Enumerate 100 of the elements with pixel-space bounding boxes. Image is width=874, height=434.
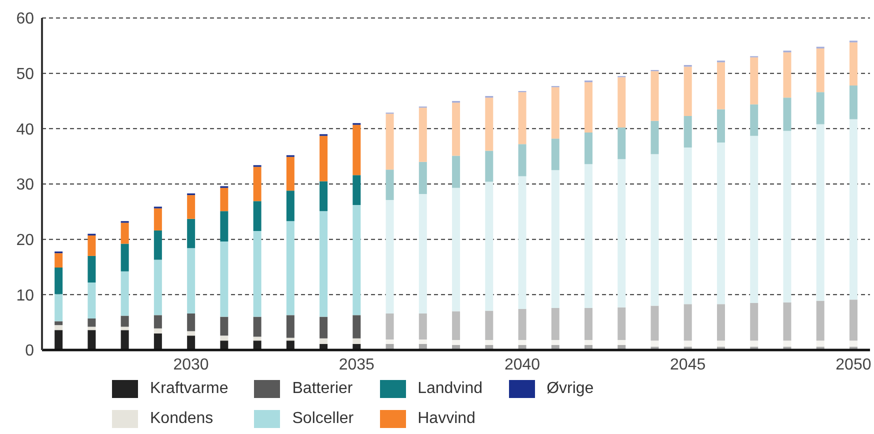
bar	[485, 340, 494, 346]
bar	[120, 330, 129, 350]
bar	[518, 309, 526, 340]
bar	[783, 340, 792, 347]
bar	[418, 339, 427, 344]
bar	[352, 205, 361, 316]
bar	[783, 302, 792, 341]
bar	[352, 315, 361, 338]
bar	[684, 66, 692, 116]
bar	[187, 336, 196, 350]
bar	[418, 108, 427, 162]
bar	[320, 181, 328, 212]
x-tick-label: 2045	[670, 356, 706, 374]
bar	[716, 142, 725, 304]
bar	[253, 316, 262, 337]
bar	[352, 175, 361, 206]
bar	[618, 340, 626, 346]
bar	[650, 71, 659, 121]
bar	[286, 338, 294, 341]
bar	[849, 300, 858, 341]
bar	[220, 242, 228, 317]
bar	[452, 340, 460, 346]
bar	[684, 304, 692, 341]
bar	[154, 230, 162, 260]
bar	[618, 307, 626, 340]
bar	[120, 222, 129, 244]
bar	[783, 98, 792, 131]
bar	[54, 325, 63, 330]
bar	[584, 340, 593, 346]
bar	[584, 308, 593, 340]
bar	[418, 194, 427, 314]
bar	[253, 201, 262, 232]
bar	[418, 313, 427, 340]
bar	[650, 120, 659, 154]
bar	[386, 313, 394, 340]
y-tick-label: 60	[16, 10, 34, 28]
bar	[584, 132, 593, 164]
bar	[54, 321, 63, 326]
bar	[750, 340, 758, 347]
bar	[154, 315, 162, 328]
bar	[452, 156, 460, 188]
bar	[849, 42, 858, 86]
bar	[88, 235, 96, 256]
bar	[618, 77, 626, 128]
bar	[816, 340, 824, 347]
y-tick-label: 0	[25, 342, 34, 360]
legend-label: Kondens	[150, 410, 214, 428]
legend-label: Havvind	[418, 410, 476, 428]
bar	[220, 211, 228, 242]
y-tick-label: 30	[16, 176, 34, 194]
bar	[120, 271, 129, 316]
bar	[816, 92, 824, 124]
bar	[386, 170, 394, 200]
y-tick-label: 10	[16, 287, 34, 304]
bar	[650, 340, 659, 347]
bar	[320, 136, 328, 182]
bar	[750, 104, 758, 136]
bar	[716, 109, 725, 142]
bar	[485, 182, 494, 311]
bar	[485, 98, 494, 151]
bar	[518, 340, 526, 346]
y-tick-label: 20	[16, 232, 34, 250]
legend-label: Batterier	[292, 380, 353, 398]
bar	[187, 218, 196, 248]
bar	[750, 136, 758, 303]
bar	[816, 124, 824, 301]
bar	[650, 306, 659, 341]
bar	[551, 170, 560, 308]
bar	[849, 340, 858, 347]
legend-label: Øvrige	[546, 380, 594, 398]
bar	[88, 330, 96, 350]
bar	[154, 208, 162, 230]
bar	[849, 119, 858, 300]
bar	[286, 315, 294, 338]
bar	[551, 308, 560, 340]
bar	[716, 340, 725, 347]
bar	[253, 336, 262, 341]
bar	[120, 244, 129, 272]
bar	[551, 340, 560, 346]
x-tick-label: 2035	[338, 356, 375, 374]
bar	[88, 318, 96, 327]
bar	[452, 188, 460, 312]
x-tick-label: 2040	[504, 356, 540, 374]
bar	[286, 221, 294, 316]
bar	[88, 282, 96, 318]
bar	[253, 166, 262, 202]
bar	[54, 268, 63, 294]
bar	[750, 302, 758, 341]
bar	[154, 333, 162, 350]
bar	[684, 147, 692, 304]
bar	[187, 313, 196, 332]
bar	[783, 52, 792, 98]
bar	[154, 260, 162, 316]
bar	[286, 156, 294, 191]
bar	[452, 102, 460, 156]
bar	[120, 326, 129, 330]
bar	[551, 138, 560, 170]
bar	[320, 338, 328, 344]
bar	[88, 326, 96, 330]
bar	[220, 316, 228, 336]
